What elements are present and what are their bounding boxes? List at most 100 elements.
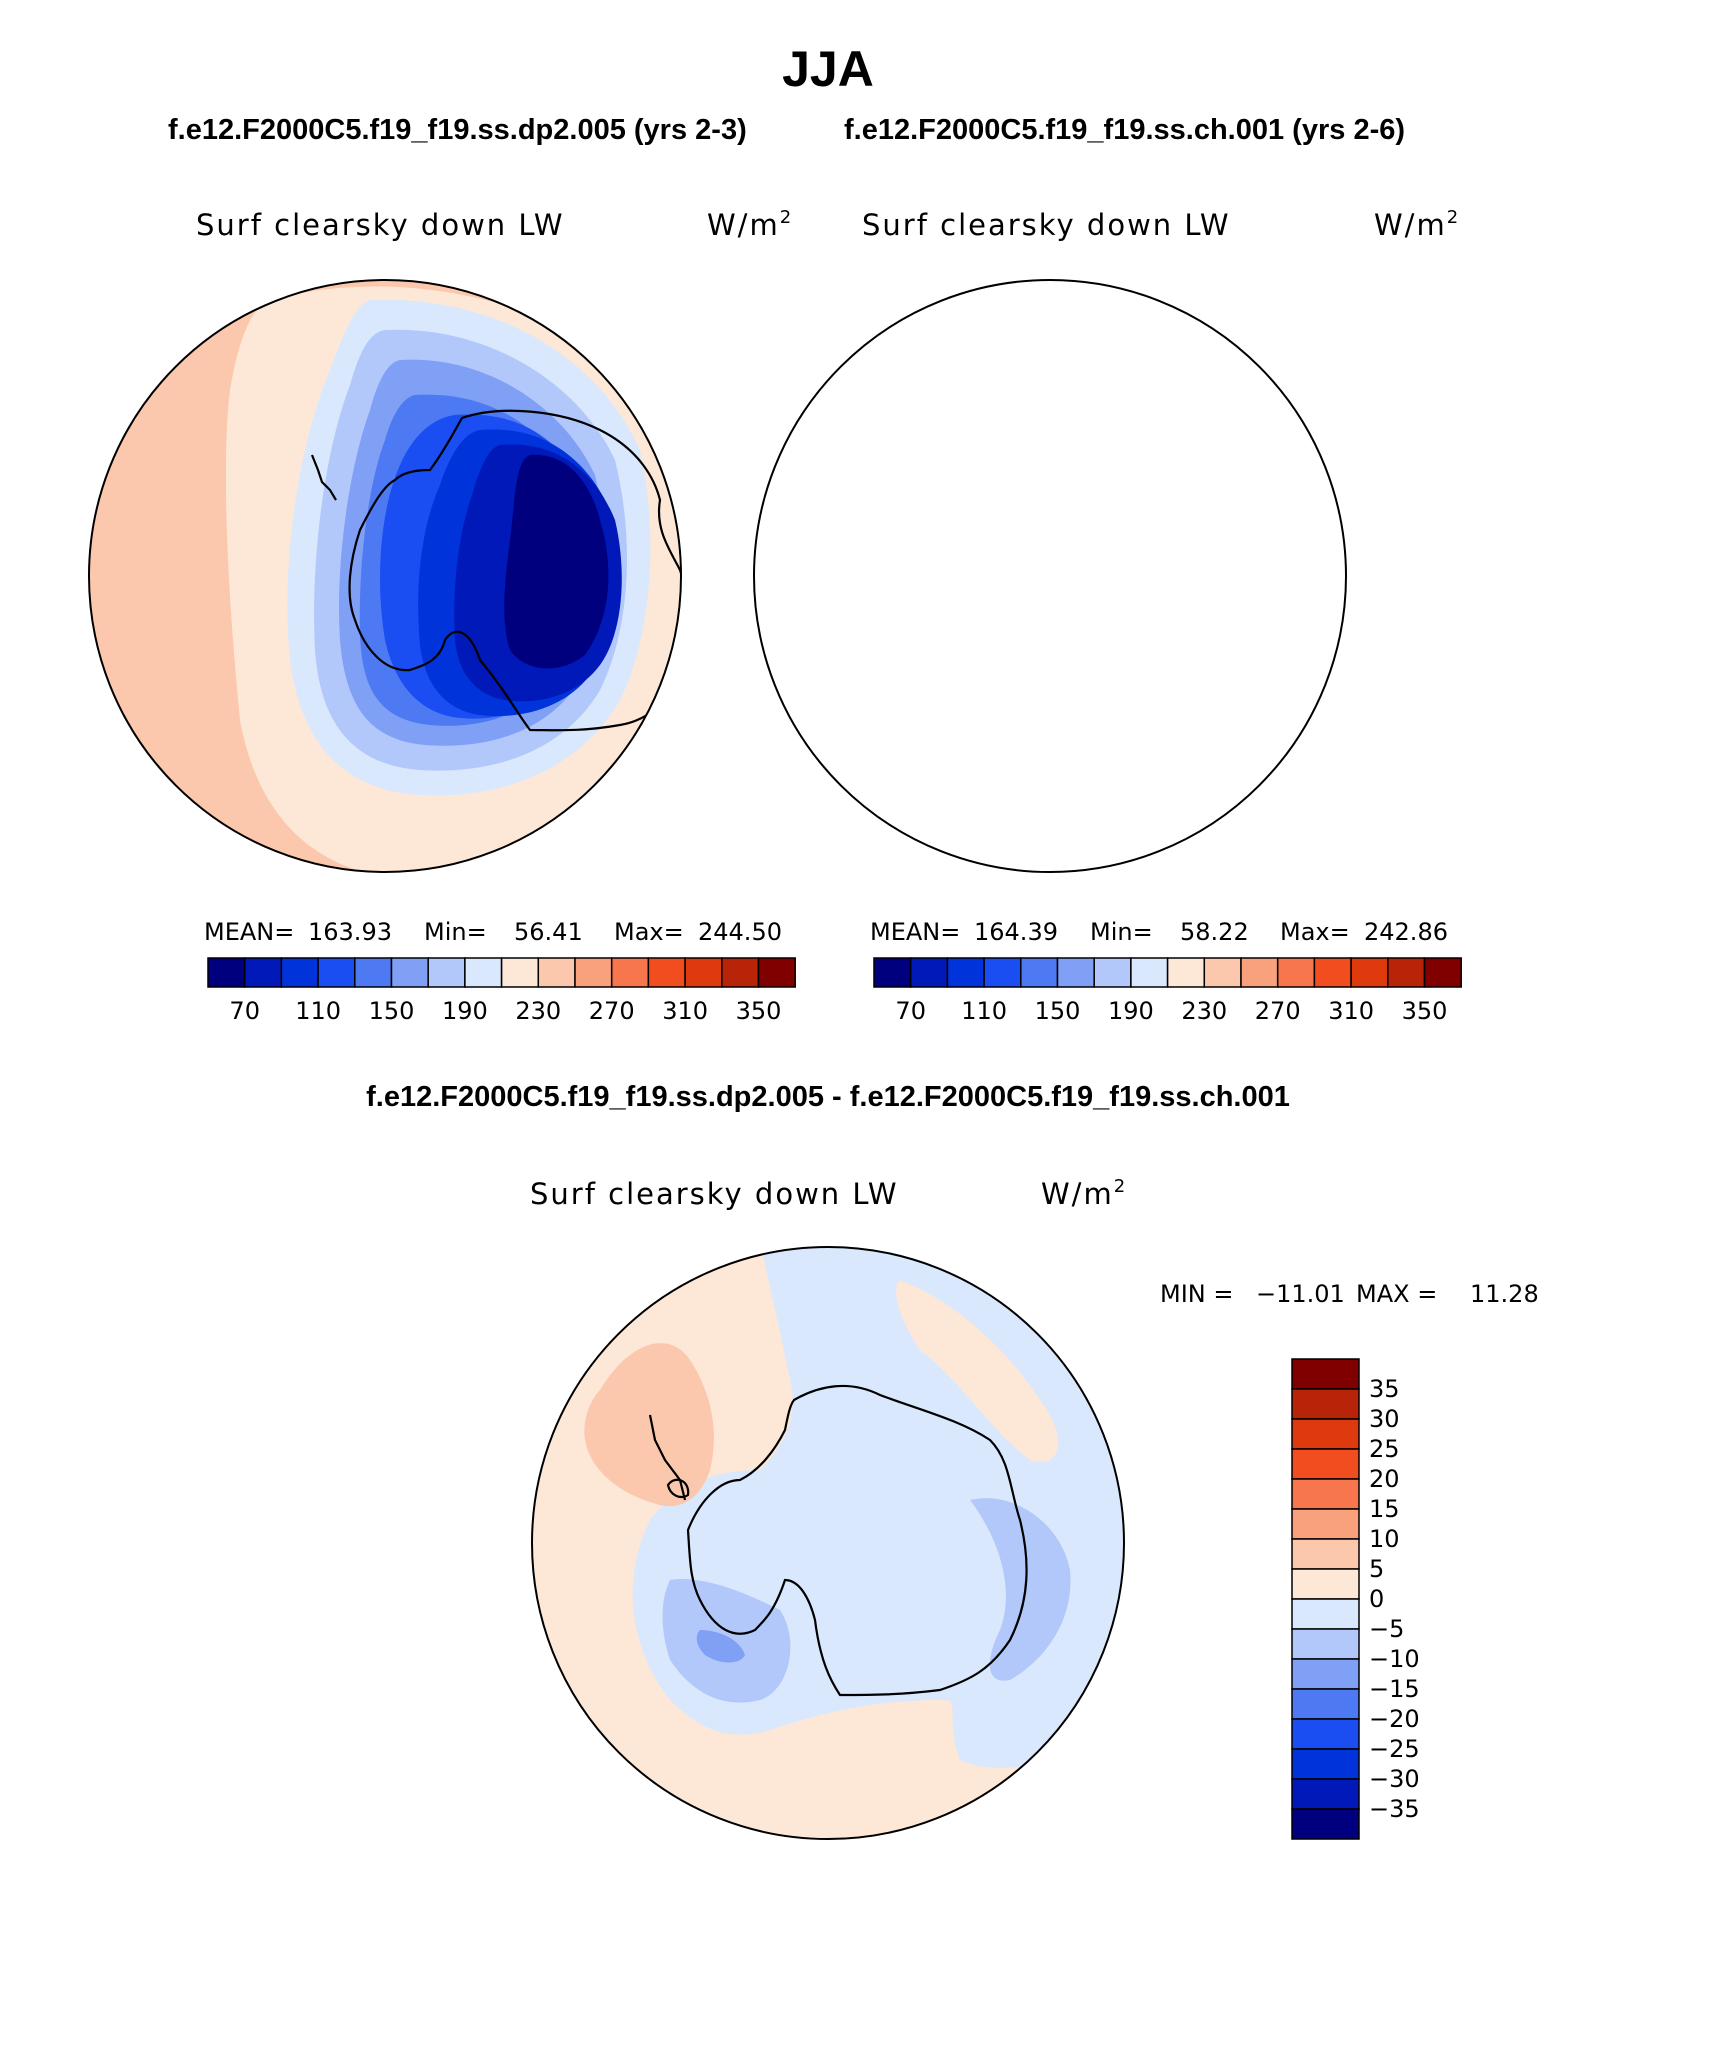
colorbar-tick-label: 70	[895, 997, 926, 1025]
map-outline	[88, 279, 682, 873]
contour-band	[1025, 395, 1249, 726]
colorbar-swatch	[1240, 957, 1279, 988]
colorbar-swatch	[684, 957, 723, 988]
max-value: 242.86	[1364, 918, 1448, 946]
contour-band	[1119, 444, 1287, 701]
variable-label-right: Surf clearsky down LW	[862, 208, 1231, 242]
colorbar-tick-label: 10	[1369, 1525, 1400, 1553]
colorbar-tick-label: 350	[1402, 997, 1448, 1025]
colorbar-tick-label: 230	[1181, 997, 1227, 1025]
contour-band	[584, 1343, 714, 1507]
colorbar-swatch	[317, 957, 356, 988]
colorbar-right: 70 110 150 190 230 270 310 350	[873, 957, 1462, 1025]
colorbar-tick-label: 190	[1108, 997, 1154, 1025]
colorbar-swatch	[1291, 1808, 1360, 1840]
case-title-left: f.e12.F2000C5.f19_f19.ss.dp2.005 (yrs 2-…	[168, 114, 747, 146]
max-label: Max=	[614, 918, 684, 946]
colorbar-tick-label: 30	[1369, 1405, 1400, 1433]
colorbar-swatch	[1130, 957, 1169, 988]
colorbar-swatch	[1313, 957, 1352, 988]
min-label: Min=	[424, 918, 487, 946]
max-label: Max=	[1280, 918, 1350, 946]
colorbar-swatch	[1423, 957, 1462, 988]
max-value: 244.50	[698, 918, 782, 946]
colorbar-tick-label: −35	[1369, 1795, 1420, 1823]
map-panel-diff: Surf clearsky down LW W/m2 MIN = −11.01 …	[530, 1176, 1539, 1840]
colorbar-swatch	[1291, 1778, 1360, 1810]
colorbar-swatch	[354, 957, 393, 988]
colorbar-swatch	[1291, 1358, 1360, 1390]
coastline	[1015, 411, 1351, 730]
colorbar-tick-label: 150	[1035, 997, 1081, 1025]
colorbar-swatch	[1291, 1718, 1360, 1750]
colorbar-swatch	[1166, 957, 1206, 988]
minmax-line-diff: MIN = −11.01 MAX = 11.28	[1160, 1280, 1539, 1308]
colorbar-swatch	[1291, 1478, 1360, 1510]
colorbar-swatch	[1203, 957, 1242, 988]
colorbar-swatch	[1291, 1508, 1360, 1540]
variable-label-diff: Surf clearsky down LW	[530, 1177, 899, 1211]
contour-band	[745, 270, 1365, 890]
colorbar-tick-label: −25	[1369, 1735, 1420, 1763]
colorbar-swatch	[647, 957, 686, 988]
stats-line-right: MEAN= 164.39 Min= 58.22 Max= 242.86	[870, 918, 1448, 946]
colorbar-swatch	[1291, 1418, 1360, 1450]
coastline	[310, 454, 337, 501]
colorbar-tick-label: 110	[295, 997, 341, 1025]
colorbar-swatch	[1387, 957, 1426, 988]
map-panel-left: Surf clearsky down LW W/m2 MEAN= 163.93 …	[88, 207, 796, 1025]
colorbar-swatch	[1291, 1658, 1360, 1690]
coastline	[348, 409, 681, 732]
diff-title: f.e12.F2000C5.f19_f19.ss.dp2.005 - f.e12…	[366, 1081, 1290, 1113]
coastline	[977, 455, 1001, 500]
units-label-diff: W/m2	[1041, 1176, 1127, 1211]
colorbar-tick-label: 230	[515, 997, 561, 1025]
contour-band	[952, 300, 1315, 796]
mean-value: 163.93	[308, 918, 392, 946]
contour-band	[979, 330, 1292, 771]
colorbar-tick-label: 310	[1328, 997, 1374, 1025]
colorbar-swatch	[1291, 1628, 1360, 1660]
contour-band	[970, 1498, 1071, 1681]
colorbar-swatch	[390, 957, 429, 988]
colorbar-swatch	[946, 957, 985, 988]
colorbar-swatch	[1093, 957, 1132, 988]
colorbar-tick-label: 150	[369, 997, 415, 1025]
colorbar-swatch	[1020, 957, 1059, 988]
min-value: −11.01	[1256, 1280, 1345, 1308]
mean-label: MEAN=	[870, 918, 960, 946]
colorbar-tick-label: 70	[229, 997, 260, 1025]
colorbar-tick-label: 15	[1369, 1495, 1400, 1523]
min-value: 58.22	[1180, 918, 1249, 946]
colorbar-tick-label: −10	[1369, 1645, 1420, 1673]
mean-label: MEAN=	[204, 918, 294, 946]
stats-line-left: MEAN= 163.93 Min= 56.41 Max= 244.50	[204, 918, 782, 946]
colorbar-swatch	[207, 957, 246, 988]
colorbar-swatch	[574, 957, 613, 988]
max-label: MAX =	[1356, 1280, 1437, 1308]
contour-band	[891, 287, 1358, 881]
min-label: MIN =	[1160, 1280, 1233, 1308]
coastline	[686, 1384, 1028, 1697]
map-outline	[753, 279, 1347, 873]
colorbar-tick-label: 5	[1369, 1555, 1384, 1583]
colorbar-tick-label: −15	[1369, 1675, 1420, 1703]
colorbar-swatch	[537, 957, 576, 988]
colorbar-swatch	[280, 957, 319, 988]
colorbar-tick-label: 310	[662, 997, 708, 1025]
colorbar-tick-label: 190	[442, 997, 488, 1025]
coastline	[648, 1414, 690, 1501]
colorbar-swatch	[1291, 1538, 1360, 1570]
colorbar-swatch	[1291, 1388, 1360, 1420]
colorbar-tick-label: 110	[961, 997, 1007, 1025]
contour-band	[1045, 414, 1263, 718]
variable-label-left: Surf clearsky down LW	[196, 208, 565, 242]
colorbar-swatch	[1350, 957, 1389, 988]
units-label-left: W/m2	[707, 207, 793, 242]
colorbar-tick-label: 25	[1369, 1435, 1400, 1463]
colorbar-swatch	[243, 957, 283, 988]
map-panel-right: Surf clearsky down LW W/m2 MEAN= 164.39 …	[745, 207, 1462, 1025]
units-label-right: W/m2	[1374, 207, 1460, 242]
colorbar-left: 70 110 150 190 230 270 310 350	[207, 957, 796, 1025]
